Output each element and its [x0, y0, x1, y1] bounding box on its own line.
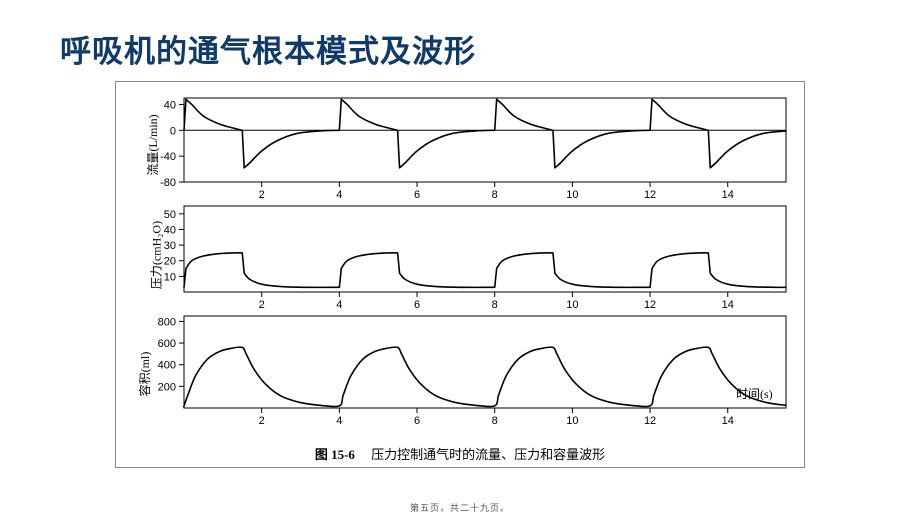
ylabel-flow: 流量(L/min): [144, 114, 161, 175]
svg-text:8: 8: [492, 189, 498, 200]
svg-text:40: 40: [164, 99, 176, 111]
svg-text:4: 4: [336, 189, 342, 200]
svg-text:12: 12: [644, 299, 656, 310]
figure-container: 流量(L/min) -80 -40 0 40 2 4 6 8 10 12 14 压力(cmH₂O) …: [115, 81, 805, 468]
svg-text:20: 20: [164, 256, 176, 268]
svg-text:-80: -80: [160, 177, 176, 189]
svg-text:30: 30: [164, 240, 176, 252]
ylabel-pressure: 压力(cmH₂O): [148, 221, 165, 289]
svg-text:12: 12: [644, 415, 656, 427]
panel-flow: 流量(L/min) -80 -40 0 40 2 4 6 8 10 12 14: [124, 90, 796, 200]
svg-text:10: 10: [164, 271, 176, 283]
svg-text:4: 4: [336, 299, 342, 310]
svg-text:-40: -40: [160, 151, 176, 163]
svg-text:12: 12: [644, 189, 656, 200]
svg-text:14: 14: [722, 415, 734, 427]
svg-text:6: 6: [414, 415, 420, 427]
chart-flow: -80 -40 0 40 2 4 6 8 10 12 14: [124, 90, 796, 200]
ylabel-volume: 容积(ml): [136, 352, 153, 397]
figure-caption: 图 15-6 压力控制通气时的流量、压力和容量波形: [124, 444, 796, 463]
svg-text:10: 10: [566, 415, 578, 427]
panel-pressure: 压力(cmH₂O) 10 20 30 40 50 2 4 6 8 10 12 14: [124, 200, 796, 310]
slide-footer: 第五页，共二十九页。: [0, 501, 920, 514]
svg-text:14: 14: [722, 299, 734, 310]
svg-text:200: 200: [158, 381, 176, 393]
panel-volume: 容积(ml) 2004006008002468101214时间(s): [124, 310, 796, 438]
svg-text:50: 50: [164, 209, 176, 221]
slide-title: 呼吸机的通气根本模式及波形: [60, 26, 890, 71]
svg-text:2: 2: [259, 299, 265, 310]
caption-text: 压力控制通气时的流量、压力和容量波形: [358, 447, 605, 462]
svg-text:40: 40: [164, 224, 176, 236]
chart-pressure: 10 20 30 40 50 2 4 6 8 10 12 14: [124, 200, 796, 310]
svg-text:6: 6: [414, 189, 420, 200]
svg-text:0: 0: [170, 125, 176, 137]
svg-text:14: 14: [722, 189, 734, 200]
svg-text:4: 4: [336, 415, 342, 427]
svg-text:10: 10: [566, 189, 578, 200]
chart-volume: 2004006008002468101214时间(s): [124, 310, 796, 438]
svg-text:8: 8: [492, 415, 498, 427]
svg-text:2: 2: [259, 415, 265, 427]
svg-text:800: 800: [158, 316, 176, 328]
svg-text:10: 10: [566, 299, 578, 310]
svg-text:600: 600: [158, 338, 176, 350]
svg-text:2: 2: [259, 189, 265, 200]
caption-prefix: 图 15-6: [315, 447, 355, 462]
svg-text:400: 400: [158, 360, 176, 372]
svg-text:6: 6: [414, 299, 420, 310]
svg-text:8: 8: [492, 299, 498, 310]
